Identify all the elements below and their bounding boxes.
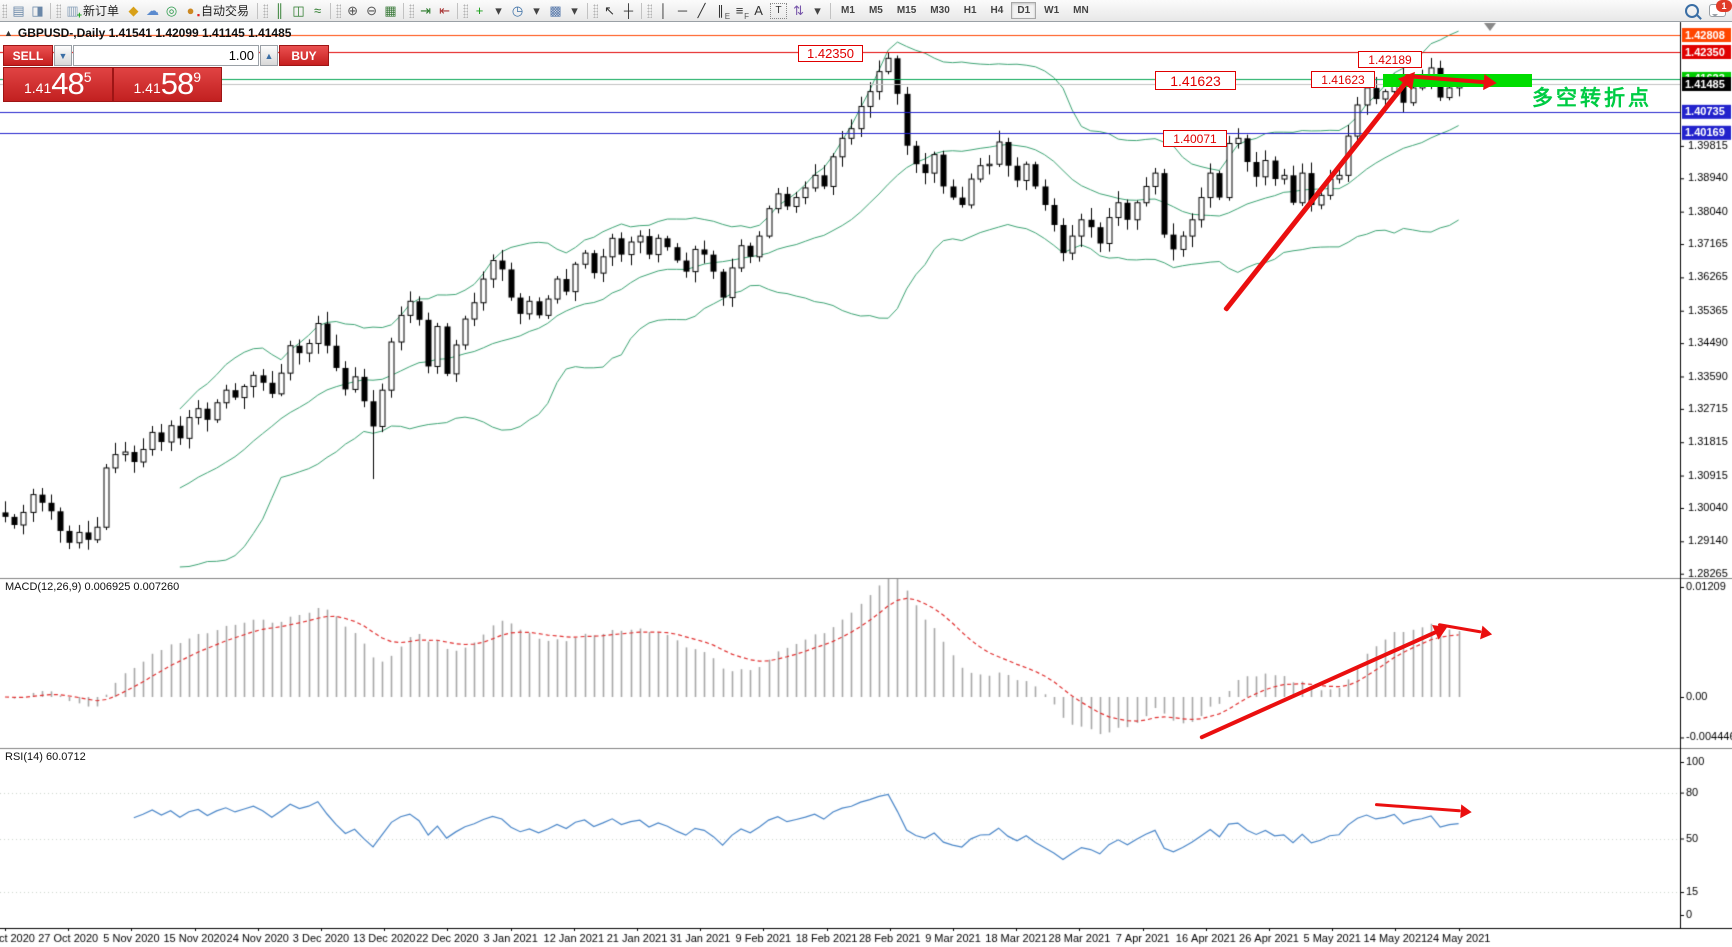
toolbar-separator <box>330 2 332 19</box>
toolbar-group-handle[interactable] <box>56 3 61 18</box>
sell-price-pip: 5 <box>83 69 92 85</box>
timeframe-button-w1[interactable]: W1 <box>1044 5 1060 16</box>
rsi-indicator-label: RSI(14) 60.0712 <box>5 751 86 763</box>
autotrading-label[interactable]: 自动交易 <box>201 4 250 18</box>
buy-price-pip: 9 <box>193 69 202 85</box>
toolbar-group-handle[interactable] <box>2 3 7 18</box>
timeframe-button-m1[interactable]: M1 <box>841 5 855 16</box>
buy-price-big: 58 <box>160 66 194 101</box>
timeframe-button-h4[interactable]: H4 <box>990 5 1004 16</box>
volume-decrease-button[interactable]: ▼ <box>54 45 72 66</box>
periods-caret-icon[interactable]: ▾ <box>533 2 540 18</box>
sell-price[interactable]: 1.41 48 5 <box>3 67 113 102</box>
crosshair-icon[interactable]: ┼ <box>623 3 634 18</box>
toolbar-group-handle[interactable] <box>647 3 653 18</box>
volume-increase-button[interactable]: ▲ <box>260 45 278 66</box>
equidistant-channel-icon-sub: E <box>724 11 731 21</box>
toolbar-separator <box>257 2 259 19</box>
zoom-out-icon[interactable]: ⊖ <box>366 2 377 18</box>
autotrading-icon[interactable]: ● ▪ <box>186 3 201 20</box>
toolbar-separator <box>403 2 405 19</box>
toolbar-separator <box>830 2 832 19</box>
toolbar-right: 1 <box>1685 0 1732 21</box>
equidistant-channel-icon[interactable]: ∥ E <box>717 2 731 21</box>
timeframe-button-m5[interactable]: M5 <box>868 5 883 16</box>
buy-button[interactable]: BUY <box>279 45 329 66</box>
fibonacci-icon[interactable]: ≡ F <box>735 3 750 21</box>
toolbar-group-handle[interactable] <box>336 3 342 18</box>
chart-title: ▲ GBPUSD-,Daily 1.41541 1.42099 1.41145 … <box>4 26 291 40</box>
profiles-icon[interactable]: ◨ <box>31 2 44 18</box>
indicators-caret-icon[interactable]: ▾ <box>495 2 502 18</box>
toolbar-group-handle[interactable] <box>463 3 469 18</box>
toolbar-group-handle[interactable] <box>263 3 269 18</box>
periods-icon[interactable]: ◷ <box>511 2 524 18</box>
cursor-icon[interactable]: ↖ <box>604 2 615 18</box>
buy-price-prefix: 1.41 <box>133 80 161 96</box>
new-order-icon[interactable]: ▥ + <box>66 2 82 20</box>
chat-icon[interactable]: 1 <box>1709 0 1732 17</box>
auto-scroll-icon[interactable]: ⇥ <box>420 2 431 18</box>
timeframe-button-m30[interactable]: M30 <box>930 5 950 16</box>
fibonacci-icon-sub: F <box>744 11 750 21</box>
indicators-icon[interactable]: + <box>475 3 484 18</box>
sell-button[interactable]: SELL <box>3 45 53 66</box>
new-order-icon-overlay: + <box>76 9 82 20</box>
macd-indicator-label: MACD(12,26,9) 0.006925 0.007260 <box>5 581 180 593</box>
main-toolbar: ▤ ◨ ▥ + 新订单 ◆ ☁ ◎ ● ▪ 自动交易 ║ ◫ ≈ ⊕ ⊖ ▦ ⇥ ⇤ + ▾ ◷ ▾ ▩ ▾ ↖ ┼ │ ─ ╱ ∥ E ≡ F A… <box>0 0 1732 22</box>
arrows-caret-icon[interactable]: ▾ <box>814 2 821 18</box>
zoom-in-icon[interactable]: ⊕ <box>347 2 358 18</box>
new-order-label[interactable]: 新订单 <box>83 4 120 18</box>
toolbar-separator <box>587 2 589 19</box>
templates-icon[interactable]: ▩ <box>549 2 562 18</box>
vertical-line-icon[interactable]: │ <box>659 3 668 18</box>
timeframe-button-d1[interactable]: D1 <box>1011 2 1037 19</box>
candlestick-icon[interactable]: ◫ <box>292 2 305 18</box>
autotrading-icon-overlay: ▪ <box>196 9 201 20</box>
sell-price-big: 48 <box>51 66 84 101</box>
timeframe-button-mn[interactable]: MN <box>1073 5 1089 16</box>
trendline-icon[interactable]: ╱ <box>697 2 706 18</box>
text-icon[interactable]: A <box>754 3 763 18</box>
strategy-tester-icon[interactable]: ◎ <box>165 2 178 18</box>
horizontal-line-icon[interactable]: ─ <box>677 3 688 18</box>
templates-caret-icon[interactable]: ▾ <box>571 2 578 18</box>
new-chart-icon[interactable]: ▤ <box>12 2 25 18</box>
toolbar-separator <box>641 2 643 19</box>
timeframe-button-m15[interactable]: M15 <box>896 5 917 16</box>
community-icon[interactable]: ☁ <box>146 2 160 18</box>
bar-chart-icon[interactable]: ║ <box>274 3 285 18</box>
toolbar-group-handle[interactable] <box>593 3 599 18</box>
toolbar-separator <box>50 2 51 19</box>
timeframe-button-h1[interactable]: H1 <box>963 5 977 16</box>
volume-input[interactable] <box>73 45 259 66</box>
tile-windows-icon[interactable]: ▦ <box>384 2 397 18</box>
toolbar-separator <box>457 2 459 19</box>
collapse-icon[interactable]: ▲ <box>4 28 13 38</box>
search-icon[interactable] <box>1685 3 1699 18</box>
line-chart-icon[interactable]: ≈ <box>313 3 322 18</box>
metaeditor-icon[interactable]: ◆ <box>128 2 139 18</box>
chat-badge: 1 <box>1716 0 1732 12</box>
text-label-icon[interactable]: T <box>770 2 788 19</box>
chart-shift-icon[interactable]: ⇤ <box>439 2 450 18</box>
arrows-icon[interactable]: ⇅ <box>793 2 804 18</box>
buy-price[interactable]: 1.41 58 9 <box>112 66 222 102</box>
sell-price-prefix: 1.41 <box>23 80 52 96</box>
toolbar-group-handle[interactable] <box>409 3 415 18</box>
chart-title-text: GBPUSD-,Daily 1.41541 1.42099 1.41145 1.… <box>17 26 292 40</box>
